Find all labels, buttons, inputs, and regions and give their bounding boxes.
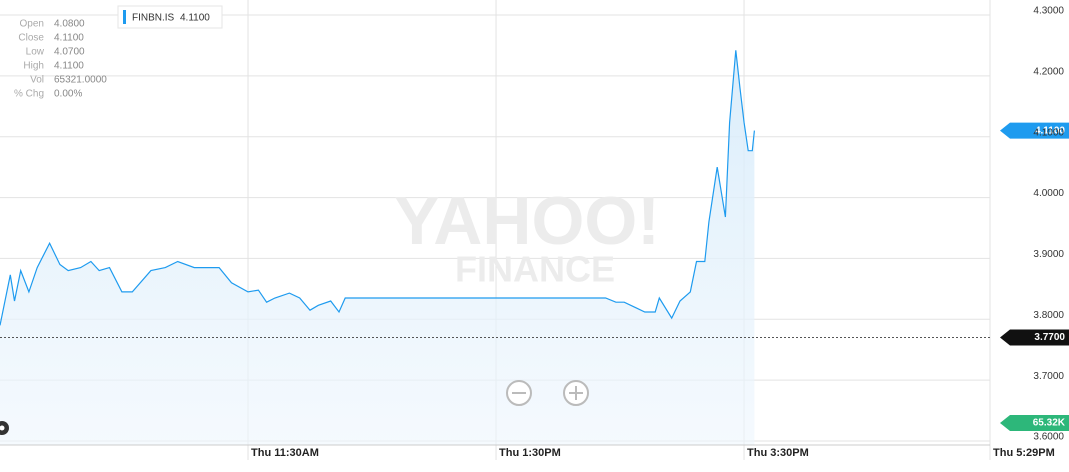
legend[interactable]: FINBN.IS 4.1100 [117,5,223,29]
info-label: High [23,61,44,72]
info-value: 4.0800 [54,19,85,30]
info-value: 4.1100 [54,33,84,44]
last-price-tag [1000,122,1069,139]
info-value: 4.0700 [54,47,85,58]
zoom-out-button[interactable] [506,380,532,406]
zoom-in-button[interactable] [563,380,589,406]
info-label: % Chg [14,89,44,100]
plot [0,50,990,446]
y-tick-label: 3.6000 [1033,432,1064,443]
area [0,50,755,446]
info-value: 0.00% [54,89,82,100]
last-price-tag-label: 4.1100 [1035,125,1065,136]
volume-tag [1000,415,1069,431]
info-label: Vol [30,75,44,86]
legend-name: FINBN.IS [132,13,175,24]
price-line [0,50,755,326]
info-label: Low [26,47,45,58]
info-value: 65321.0000 [54,75,107,86]
y-tick-label: 3.9000 [1033,249,1064,260]
previous-close-tag [1000,329,1069,346]
y-tick-label: 4.1000 [1033,127,1064,138]
info-label: Open [20,19,44,30]
info-label: Close [18,33,44,44]
y-tick-label: 4.2000 [1033,66,1064,77]
price-tags: 4.1100 3.7700 65.32K [1000,122,1069,431]
y-tick-label: 3.7000 [1033,371,1064,382]
legend-value: 4.1100 [180,13,210,24]
quote-info: Open 4.0800 Close 4.1100 Low 4.0700 High 4.1100… [14,19,107,100]
watermark: FINANCE [455,249,615,290]
watermark: YAHOO! [394,183,660,259]
volume-tag-label: 65.32K [1033,418,1066,429]
y-tick-label: 4.0000 [1033,188,1064,199]
y-tick-label: 3.8000 [1033,310,1064,321]
x-tick-label: Thu 11:30AM [251,447,319,459]
x-tick-label: Thu 3:30PM [747,447,809,459]
settings-icon[interactable] [0,421,9,435]
x-tick-label: Thu 1:30PM [499,447,561,459]
previous-close-tag-label: 3.7700 [1034,332,1065,343]
info-value: 4.1100 [54,61,84,72]
y-tick-label: 4.3000 [1033,6,1064,17]
x-tick-label: Thu 5:29PM [993,447,1055,459]
